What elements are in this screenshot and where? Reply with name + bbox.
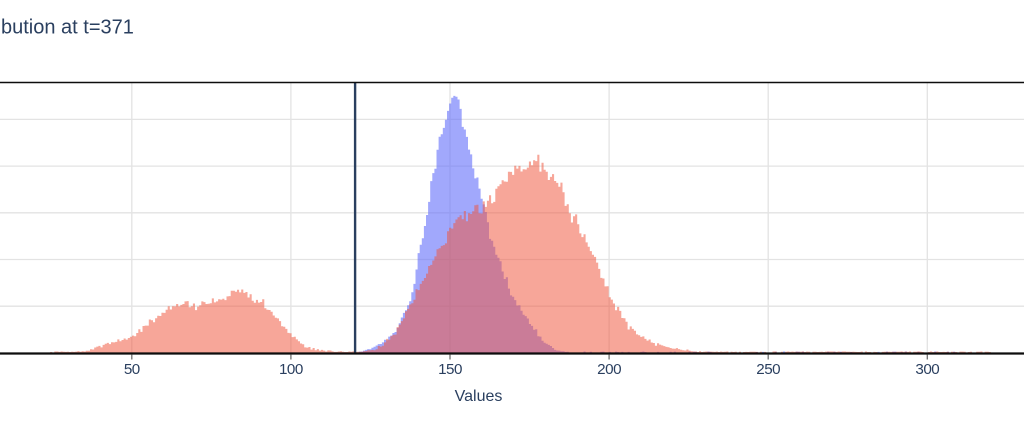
svg-text:100: 100 xyxy=(279,361,303,378)
svg-text:Values: Values xyxy=(455,388,503,405)
svg-text:250: 250 xyxy=(756,361,780,378)
svg-text:50: 50 xyxy=(124,361,140,378)
svg-text:bution at t=371: bution at t=371 xyxy=(1,17,134,39)
svg-text:150: 150 xyxy=(438,361,462,378)
svg-text:300: 300 xyxy=(915,361,939,378)
svg-text:200: 200 xyxy=(597,361,621,378)
